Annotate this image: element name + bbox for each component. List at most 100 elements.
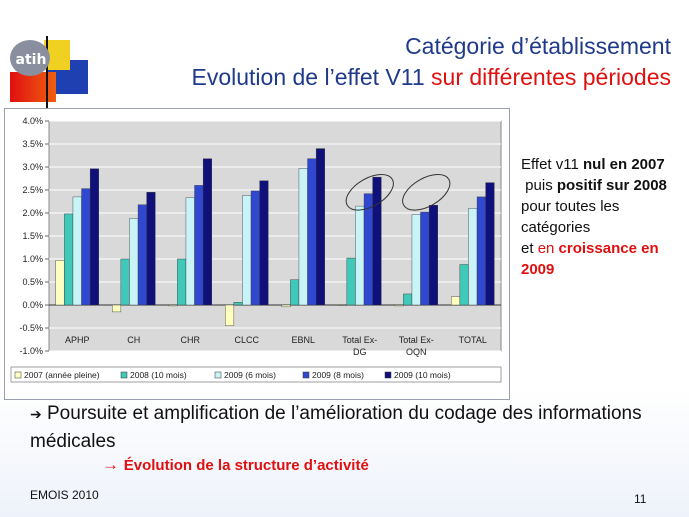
bar-1-6 — [403, 293, 413, 306]
sub-bullet-text: Évolution de la structure d’activité — [123, 457, 369, 474]
side-text-3-red-bold: croissance en 2009 — [521, 240, 659, 278]
x-tick-label: APHP — [65, 335, 90, 345]
bar-4-6 — [428, 204, 438, 306]
legend-box — [10, 366, 502, 383]
bar-2-5 — [355, 205, 365, 306]
side-para-1: Effet v11 nul en 2007 — [521, 154, 685, 175]
main-bullet: ➔ Poursuite et amplification de l’amélio… — [30, 400, 680, 455]
bar-4-0 — [89, 168, 99, 306]
sub-bullet-arrow-icon: → — [102, 455, 124, 474]
bar-4-4 — [315, 148, 325, 306]
side-text-2-bold: positif sur 2008 — [556, 177, 667, 194]
slide-title-line1: Catégorie d’établissement — [405, 33, 671, 59]
bar-2-3 — [242, 195, 252, 306]
y-tick-label: 3.5% — [22, 139, 43, 149]
bar-4-2 — [202, 158, 212, 306]
bar-4-5 — [372, 176, 382, 306]
page-number: 11 — [634, 492, 647, 506]
bar-2-4 — [298, 168, 308, 306]
y-tick-label: 1.0% — [22, 254, 43, 264]
side-text-2-pre: puis — [525, 177, 557, 194]
x-tick-label: CLCC — [234, 335, 259, 345]
y-tick-label: 2.0% — [22, 208, 43, 218]
bar-0-1 — [112, 304, 122, 313]
title-main: Evolution de l’effet V11 — [191, 64, 432, 90]
bar-2-0 — [72, 196, 82, 306]
side-commentary: Effet v11 nul en 2007 puis positif sur 2… — [521, 154, 685, 280]
annotation-ellipse — [402, 174, 451, 211]
title-red: sur différentes périodes — [431, 64, 671, 90]
bar-0-5 — [338, 304, 348, 306]
bar-3-4 — [307, 158, 317, 306]
legend-swatch — [120, 371, 128, 379]
bar-3-0 — [81, 188, 91, 306]
x-tick-label: EBNL — [291, 335, 315, 345]
annotation-ellipse — [345, 174, 394, 211]
bar-2-6 — [411, 214, 421, 306]
bullet-text: Poursuite et amplification de l’améliora… — [30, 403, 642, 452]
x-tick-label-line2: OQN — [406, 347, 427, 357]
side-para-3: et en croissance en 2009 — [521, 238, 685, 280]
bar-3-1 — [137, 204, 147, 306]
side-text-1: Effet v11 — [521, 156, 583, 173]
y-tick-label: 2.5% — [22, 185, 43, 195]
x-tick-label: TOTAL — [459, 335, 487, 345]
side-para-2: puis positif sur 2008 pour toutes les ca… — [521, 175, 685, 238]
side-text-1-bold: nul en 2007 — [583, 156, 665, 173]
footer-text: EMOIS 2010 — [30, 488, 99, 502]
bar-0-3 — [225, 304, 235, 326]
y-tick-label: 3.0% — [22, 162, 43, 172]
bullet-arrow-icon: ➔ — [30, 406, 42, 422]
y-tick-label: 0.5% — [22, 277, 43, 287]
bar-3-7 — [476, 196, 486, 306]
legend-swatch — [214, 371, 222, 379]
side-text-3-pre: et — [521, 240, 538, 257]
bar-2-1 — [129, 218, 139, 306]
legend-swatch — [384, 371, 392, 379]
bar-4-7 — [485, 182, 495, 306]
bar-0-6 — [394, 304, 404, 307]
bar-0-2 — [168, 304, 178, 307]
logo-text: atih — [15, 52, 47, 68]
y-tick-label: -0.5% — [19, 323, 43, 333]
bar-2-2 — [185, 197, 195, 306]
bar-3-3 — [250, 190, 260, 306]
side-text-2-post: pour toutes les catégories — [521, 198, 620, 236]
bar-1-5 — [346, 257, 356, 306]
side-text-3-red: en — [537, 240, 559, 257]
bar-0-7 — [451, 296, 461, 306]
slide-title-line2: Evolution de l’effet V11 sur différentes… — [192, 64, 672, 91]
legend-label: 2009 (6 mois) — [224, 370, 276, 380]
bar-chart: 4.0% 3.5% 3.0% 2.5% 2.0% 1.5% 1.0% 0.5% 0.0% -0.5… — [10, 116, 502, 383]
bar-1-2 — [177, 258, 187, 306]
legend-swatch — [14, 371, 22, 379]
x-tick-label-line1: Total Ex- — [399, 335, 434, 345]
legend-label: 2009 (8 mois) — [312, 370, 364, 380]
bar-1-4 — [290, 279, 300, 306]
bar-0-0 — [55, 260, 65, 306]
y-tick-label: 4.0% — [22, 116, 43, 126]
x-tick-label-line1: Total Ex- — [342, 335, 377, 345]
bar-4-3 — [259, 180, 269, 306]
x-tick-label-line2: DG — [353, 347, 367, 357]
legend-swatch — [302, 371, 310, 379]
legend-label: 2007 (année pleine) — [24, 370, 100, 380]
bar-0-4 — [281, 304, 291, 308]
x-tick-label: CHR — [181, 335, 201, 345]
bar-4-1 — [146, 192, 156, 306]
bar-3-2 — [194, 185, 204, 306]
sub-bullet: → Évolution de la structure d’activité — [102, 455, 369, 475]
legend-label: 2009 (10 mois) — [394, 370, 451, 380]
bar-1-0 — [64, 213, 74, 306]
chart-panel: 4.0% 3.5% 3.0% 2.5% 2.0% 1.5% 1.0% 0.5% 0.0% -0.5… — [4, 108, 510, 400]
bar-3-6 — [420, 211, 430, 306]
bar-1-7 — [459, 264, 469, 306]
y-tick-label: 1.5% — [22, 231, 43, 241]
bar-2-7 — [468, 208, 478, 306]
legend-label: 2008 (10 mois) — [130, 370, 187, 380]
y-tick-label: 0.0% — [22, 300, 43, 310]
bar-1-1 — [120, 258, 130, 306]
y-tick-label: -1.0% — [19, 346, 43, 356]
bar-1-3 — [233, 302, 243, 306]
bar-3-5 — [363, 193, 373, 306]
